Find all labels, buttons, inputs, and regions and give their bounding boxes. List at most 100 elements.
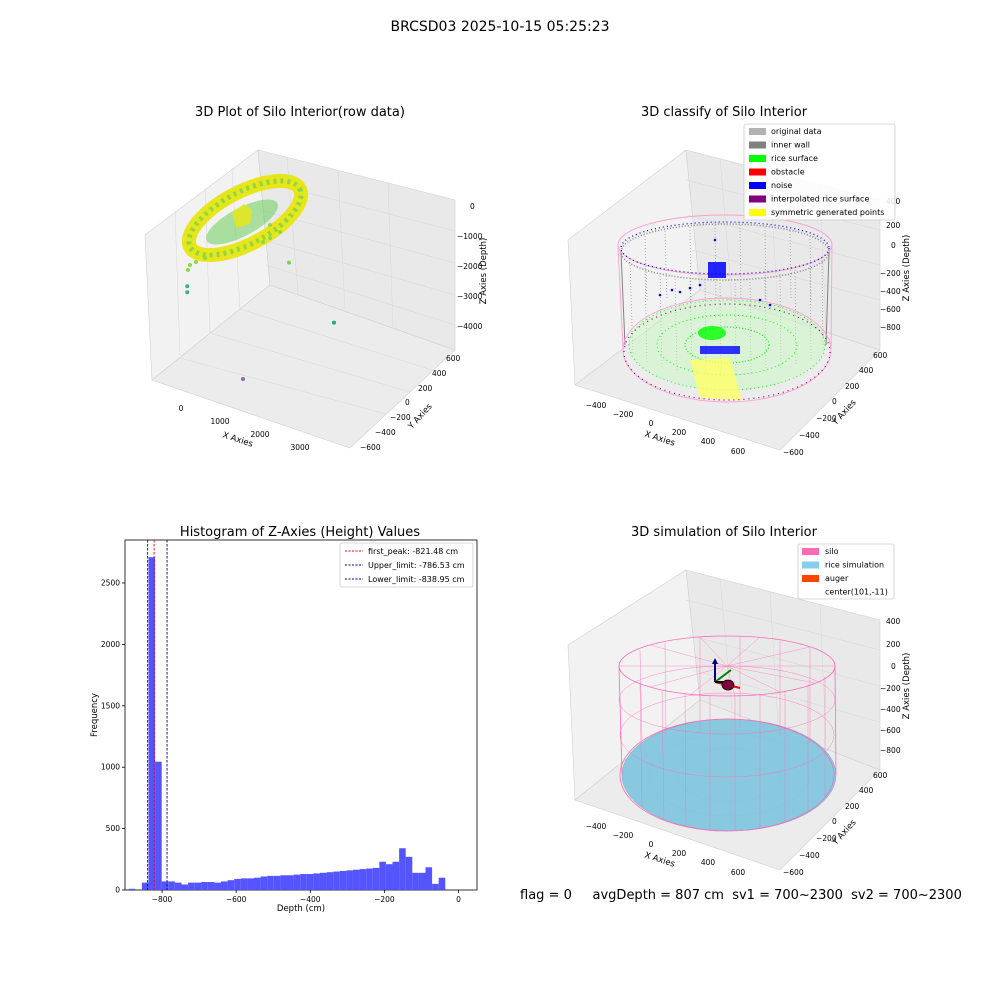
sim-x-tick: −400 (586, 822, 607, 831)
raw-z-axis: −4000 −3000 −2000 −1000 0 Z Axies (Depth… (457, 202, 489, 331)
raw-z-tick: 0 (470, 202, 475, 211)
hist-x-tick-label: −800 (152, 895, 173, 904)
hist-y-tick-label: 1000 (101, 763, 120, 772)
hist-bar (352, 869, 360, 890)
hist-bar (405, 856, 413, 890)
hist-x-label: Depth (cm) (277, 904, 325, 914)
raw-x-tick: 0 (179, 404, 184, 413)
sim-z-tick: 200 (886, 640, 901, 649)
sim-z-tick: 0 (891, 662, 896, 671)
legend-swatch-original (749, 128, 766, 135)
hist-bar (128, 888, 136, 890)
raw-y-tick: 200 (418, 384, 433, 393)
figure-title: BRCSD03 2025-10-15 05:25:23 (390, 19, 609, 35)
classify-panel: 3D classify of Silo Interior (567, 105, 912, 457)
hist-y-tick-label: 2000 (101, 640, 120, 649)
hist-bar (148, 557, 156, 890)
hist-bar (425, 867, 433, 890)
raw-outlier-point (185, 284, 190, 289)
axis-y-arrow (714, 669, 732, 683)
hist-bar (188, 882, 195, 890)
legend-label: inner wall (771, 141, 810, 150)
histogram-panel: Histogram of Z-Axies (Height) Values −80… (90, 525, 478, 914)
hist-bar (359, 869, 367, 890)
sim-y-tick: 200 (845, 802, 860, 811)
legend-swatch-auger (802, 575, 819, 582)
sim-y-tick: 600 (873, 771, 888, 780)
hist-bar (346, 870, 353, 890)
legend-label: Lower_limit: -838.95 cm (368, 575, 465, 584)
classify-y-tick: −600 (783, 448, 804, 457)
classify-silo-outline (617, 214, 833, 403)
hist-bar (234, 878, 241, 890)
sim-z-tick: −400 (880, 705, 901, 714)
legend-label: obstacle (771, 168, 805, 177)
hist-bar (313, 873, 320, 890)
classify-y-tick: −400 (799, 431, 820, 440)
hist-bar (221, 881, 228, 890)
classify-y-tick: 400 (859, 366, 874, 375)
hist-bar (181, 884, 189, 890)
raw-point-cloud (181, 173, 309, 272)
legend-swatch-rice (802, 561, 819, 569)
hist-plot-area (124, 539, 478, 891)
legend-swatch-silo (802, 548, 819, 555)
hist-y-axis: 0 500 1000 1500 2000 2500 (101, 578, 125, 895)
classify-x-tick: 0 (649, 419, 654, 428)
sv2-text: sv2 = 700~2300 (851, 888, 962, 903)
classify-y-tick: 600 (873, 351, 888, 360)
legend-label: original data (771, 127, 822, 136)
hist-bar (240, 878, 248, 890)
sim-z-label: Z Axies (Depth) (902, 653, 912, 720)
hist-bar (174, 882, 182, 890)
hist-bar (300, 874, 307, 890)
raw-y-tick: 600 (446, 354, 461, 363)
hist-y-tick-label: 0 (115, 886, 120, 895)
legend-label: noise (771, 181, 792, 190)
hist-bar (214, 882, 222, 890)
sim-x-tick: −200 (613, 831, 634, 840)
hist-x-tick-label: 0 (456, 895, 461, 904)
classify-x-tick: 200 (672, 428, 687, 437)
raw-y-tick: −200 (390, 413, 411, 422)
classify-z-tick: −400 (880, 287, 901, 296)
sim-rice-surface (621, 718, 837, 832)
hist-bar (438, 877, 446, 890)
raw-z-tick: −4000 (457, 322, 483, 331)
raw-y-tick: −400 (375, 428, 396, 437)
hist-bars (128, 557, 446, 890)
hist-bar (273, 875, 281, 890)
sim-z-tick: −600 (880, 726, 901, 735)
legend-swatch-noise (749, 182, 766, 189)
classify-interpolated-surface (623, 303, 831, 401)
sim-z-tick: −200 (880, 684, 901, 693)
raw-y-tick: −600 (360, 443, 381, 452)
hist-bar (372, 867, 380, 890)
sim-legend-box (797, 543, 895, 600)
hist-bar (286, 875, 294, 890)
classify-chart-title: 3D classify of Silo Interior (641, 105, 808, 120)
sim-y-tick: 0 (832, 817, 837, 826)
hist-y-tick-label: 1500 (101, 701, 120, 710)
hist-bar (201, 882, 208, 890)
classify-x-tick: −400 (586, 401, 607, 410)
classify-z-tick: −800 (880, 323, 901, 332)
hist-legend-box (339, 542, 474, 588)
sim-z-tick: 400 (886, 617, 901, 626)
sim-y-tick: −400 (799, 851, 820, 860)
hist-bar (306, 874, 314, 890)
legend-swatch-rice-surface (749, 155, 766, 162)
hist-y-label: Frequency (90, 693, 100, 737)
raw-x-tick: 1000 (210, 417, 229, 426)
sim-chart-title: 3D simulation of Silo Interior (631, 525, 818, 540)
raw-outlier-point (185, 290, 190, 295)
legend-swatch-symmetric (749, 209, 766, 216)
classify-z-tick: 0 (891, 241, 896, 250)
flag-text: flag = 0 (520, 888, 572, 903)
legend-label: silo (825, 547, 839, 556)
hist-x-axis: −800 −600 −400 −200 0 (152, 890, 461, 904)
sim-legend: silo rice simulation auger center(101,-1… (797, 543, 895, 600)
classify-x-tick: 400 (701, 437, 716, 446)
raw-outlier-point (332, 320, 336, 325)
hist-bar (379, 861, 386, 890)
